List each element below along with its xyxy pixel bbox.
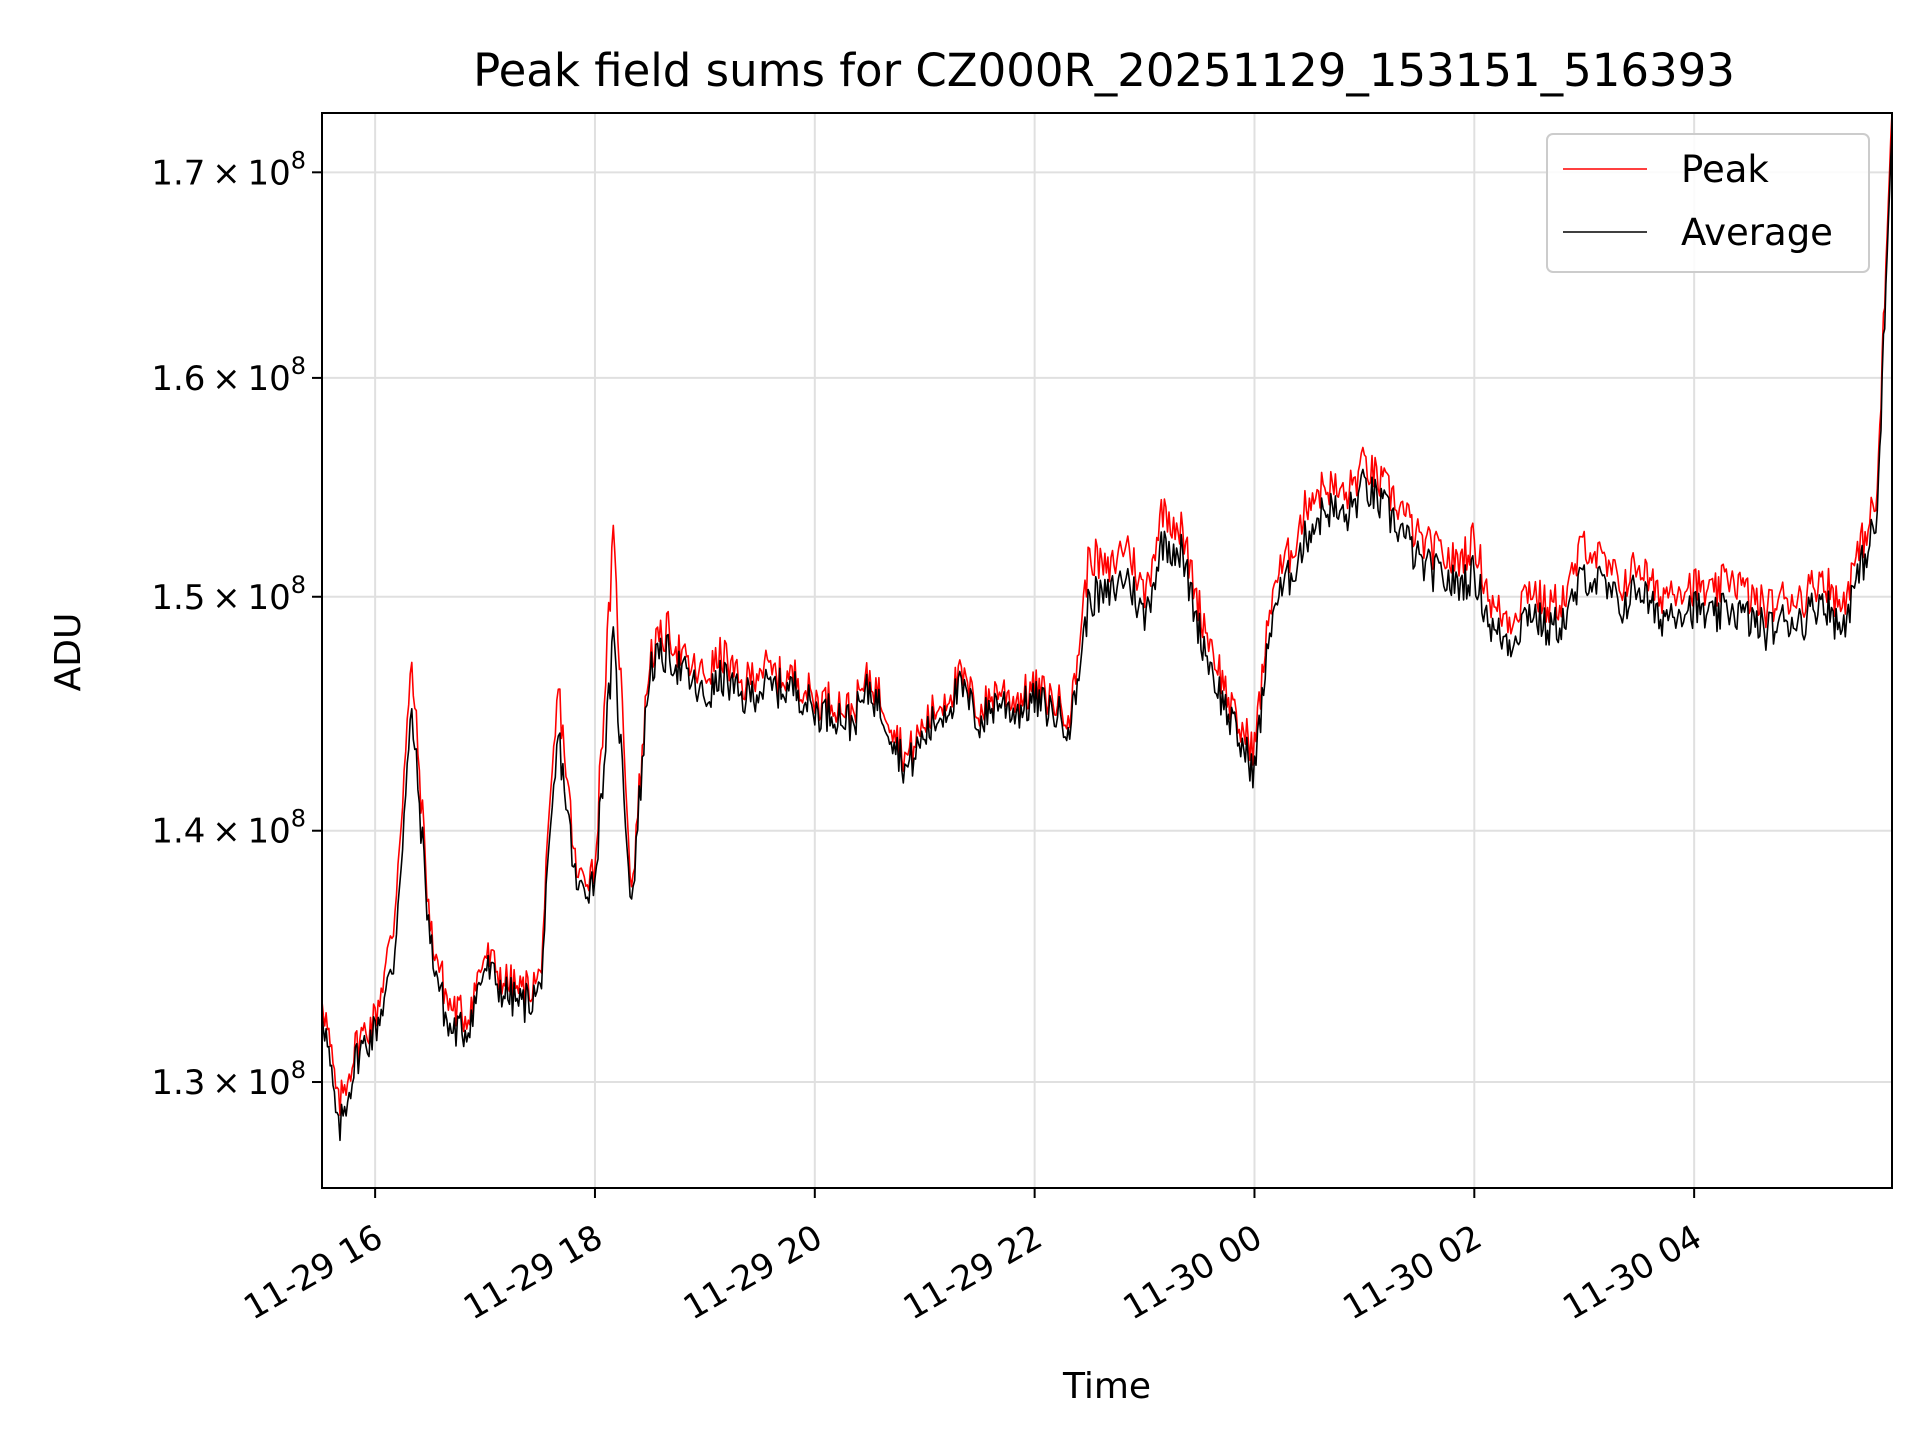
y-tick-label: 1.4 × 108	[151, 805, 306, 852]
y-tick-label: 1.7 × 108	[151, 146, 306, 193]
legend-label-peak: Peak	[1681, 148, 1769, 191]
plot-area	[321, 112, 1893, 1142]
legend: Peak Average	[1546, 133, 1870, 273]
x-axis-label: Time	[1062, 1366, 1151, 1407]
series-line-peak	[321, 112, 1893, 1116]
y-tick-label: 1.6 × 108	[151, 352, 306, 399]
y-tick-label: 1.5 × 108	[151, 571, 306, 618]
plot-frame	[321, 112, 1893, 1189]
series-line-average	[321, 132, 1893, 1142]
legend-label-average: Average	[1681, 211, 1833, 254]
y-axis-label: ADU	[48, 613, 89, 692]
y-axis-ticks: 1.3 × 108 1.4 × 108 1.5 × 108 1.6 × 108 1.7 …	[151, 146, 322, 1103]
chart-title: Peak field sums for CZ000R_20251129_1531…	[473, 44, 1735, 97]
y-tick-label: 1.3 × 108	[151, 1056, 306, 1103]
